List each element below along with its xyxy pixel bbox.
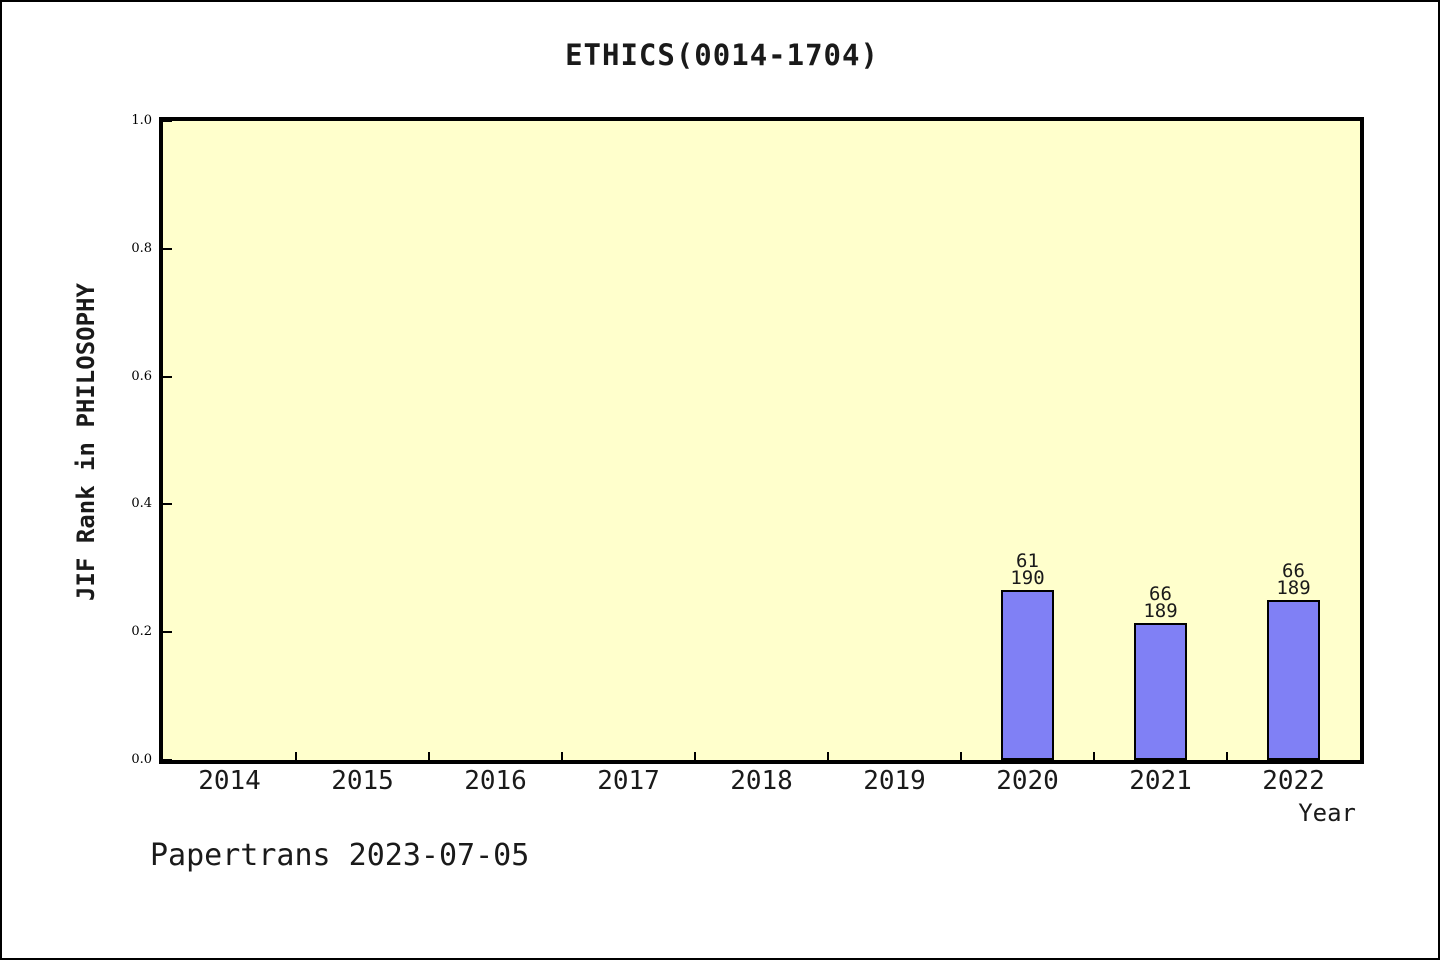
x-axis-label: Year [1298, 799, 1356, 827]
bar-total-value: 189 [1276, 577, 1311, 600]
x-tick-mark [1226, 752, 1228, 760]
x-tick-label: 2021 [1129, 766, 1192, 796]
y-tick-label: 0.0 [131, 752, 152, 767]
y-axis-label: JIF Rank in PHILOSOPHY [72, 283, 100, 601]
bar-2021 [1134, 622, 1187, 760]
y-tick-label: 1.0 [131, 113, 152, 128]
bar-rank-value: 66 [1149, 582, 1172, 605]
x-tick-label: 2020 [996, 766, 1059, 796]
x-tick-mark [1093, 752, 1095, 760]
y-tick-mark [163, 759, 172, 761]
x-tick-label: 2016 [464, 766, 527, 796]
y-tick-label: 0.6 [131, 368, 152, 384]
footer-watermark: Papertrans 2023-07-05 [150, 838, 530, 873]
bar-label-2022: 66 189 [1276, 560, 1311, 600]
y-tick-label: 0.8 [131, 240, 152, 256]
bar-label-2020: 61 190 [1010, 550, 1045, 590]
x-tick-mark [428, 752, 430, 760]
x-tick-mark [960, 752, 962, 760]
bar-total-value: 189 [1143, 599, 1178, 622]
x-tick-mark [295, 752, 297, 760]
y-tick-mark [163, 631, 172, 634]
x-tick-label: 2022 [1262, 766, 1325, 796]
chart-title: ETHICS(0014-1704) [565, 38, 879, 72]
x-tick-label: 2019 [863, 766, 926, 796]
bar-rank-value: 66 [1282, 560, 1305, 583]
x-tick-label: 2015 [331, 766, 394, 796]
x-tick-mark [694, 752, 696, 760]
y-tick-mark [163, 120, 172, 122]
bar-2020 [1001, 590, 1054, 760]
y-tick-mark [163, 375, 172, 378]
y-tick-mark [163, 503, 172, 506]
bar-total-value: 190 [1010, 567, 1045, 590]
x-tick-label: 2014 [198, 766, 261, 796]
bar-rank-value: 61 [1016, 550, 1039, 573]
x-tick-label: 2018 [730, 766, 793, 796]
y-tick-mark [163, 247, 172, 250]
bar-label-2021: 66 189 [1143, 582, 1178, 622]
y-tick-label: 0.4 [131, 496, 152, 512]
x-tick-label: 2017 [597, 766, 660, 796]
y-tick-label: 0.2 [131, 624, 152, 640]
x-tick-mark [827, 752, 829, 760]
bar-2022 [1267, 600, 1320, 760]
x-tick-mark [561, 752, 563, 760]
